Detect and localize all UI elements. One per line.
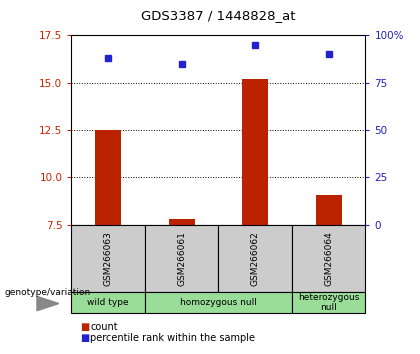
Bar (169, 219, 194, 225)
Text: GSM266061: GSM266061 (177, 231, 186, 286)
Text: wild type: wild type (87, 298, 129, 307)
Bar (292, 225, 365, 292)
Text: GSM266062: GSM266062 (251, 231, 260, 286)
Text: homozygous null: homozygous null (180, 298, 257, 307)
Text: GDS3387 / 1448828_at: GDS3387 / 1448828_at (141, 10, 296, 22)
Bar (71, 292, 145, 313)
Bar (71, 225, 145, 292)
Bar (316, 195, 341, 225)
Text: heterozygous
null: heterozygous null (298, 293, 360, 312)
Bar (242, 79, 268, 225)
Polygon shape (37, 296, 59, 311)
Bar (95, 130, 121, 225)
Text: count: count (90, 322, 118, 332)
Text: ■: ■ (80, 333, 89, 343)
Text: GSM266064: GSM266064 (324, 231, 333, 286)
Bar (145, 225, 218, 292)
Bar (145, 292, 292, 313)
Bar (292, 292, 365, 313)
Text: genotype/variation: genotype/variation (4, 287, 90, 297)
Text: percentile rank within the sample: percentile rank within the sample (90, 333, 255, 343)
Bar (218, 225, 292, 292)
Text: ■: ■ (80, 322, 89, 332)
Text: GSM266063: GSM266063 (104, 231, 113, 286)
